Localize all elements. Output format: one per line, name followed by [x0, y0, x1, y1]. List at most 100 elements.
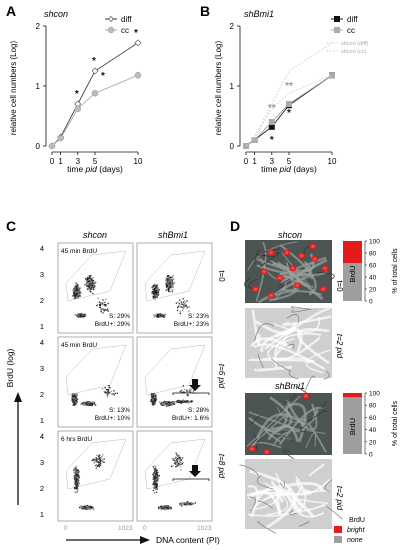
flow-event: [171, 290, 173, 292]
flow-event: [176, 458, 178, 461]
flow-event: [174, 459, 176, 461]
flow-event: [77, 315, 79, 317]
flow-event: [153, 395, 155, 397]
flow-event: [162, 507, 164, 509]
flow-event: [154, 290, 156, 293]
flow-event: [167, 505, 169, 507]
flow-event: [158, 475, 160, 477]
flow-event: [169, 508, 172, 510]
flow-event: [97, 465, 99, 467]
flow-event: [87, 281, 89, 283]
flow-event: [76, 469, 78, 471]
flow-event: [175, 452, 177, 454]
cc-legend-marker: [334, 27, 340, 33]
flow-event: [177, 301, 179, 303]
x-tick-label: 5: [93, 157, 98, 166]
flow-event: [154, 292, 156, 294]
flow-event: [78, 314, 80, 317]
flow-event: [156, 313, 158, 315]
flow-event: [180, 389, 183, 392]
flow-event: [183, 401, 185, 403]
flow-event: [150, 394, 152, 396]
flow-event: [84, 508, 86, 510]
flow-event: [155, 287, 157, 290]
flow-event: [74, 293, 76, 296]
flow-event: [180, 469, 182, 471]
flow-event: [75, 477, 77, 479]
flow-stat-brdu: BrdU+: 1.6%: [172, 415, 209, 422]
flow-event: [180, 400, 182, 403]
flow-event: [155, 474, 157, 476]
flow-event: [93, 403, 95, 405]
cell-edge: [300, 419, 313, 433]
flow-event: [75, 478, 77, 480]
flow-event: [172, 285, 174, 287]
cell-process: [273, 316, 320, 333]
flow-event: [107, 393, 109, 395]
flow-event: [153, 400, 155, 403]
flow-event: [95, 464, 98, 466]
flow-event: [109, 386, 111, 389]
flow-event: [166, 281, 168, 284]
cell-process: [305, 349, 331, 374]
flow-event: [89, 285, 91, 288]
flow-event: [164, 505, 166, 508]
flow-event: [188, 402, 190, 404]
flow-plot-frame: [136, 430, 213, 522]
flow-event: [154, 395, 157, 398]
flow-event: [77, 294, 79, 296]
flow-event: [94, 404, 97, 406]
flow-event: [157, 477, 159, 479]
flow-event: [74, 297, 76, 299]
y-tick-label: 0: [36, 142, 41, 151]
flow-event: [77, 475, 79, 477]
flow-event: [76, 487, 78, 489]
flow-event: [166, 285, 168, 287]
flow-event: [180, 301, 182, 303]
data-point-cc: [134, 71, 142, 79]
flow-event: [78, 313, 80, 315]
flow-event: [90, 274, 92, 277]
flow-gate-outline: [65, 438, 127, 490]
flow-event: [171, 281, 173, 283]
flow-event: [183, 306, 185, 308]
flow-event: [157, 315, 159, 317]
flow-event: [189, 389, 191, 392]
flow-event: [160, 505, 162, 508]
flow-event: [152, 291, 155, 293]
flow-event: [166, 279, 168, 282]
flow-event: [85, 506, 88, 508]
data-point-cc: [48, 142, 56, 150]
flow-event: [80, 403, 82, 405]
flow-event: [76, 488, 79, 491]
flow-event: [77, 480, 79, 483]
flow-event: [170, 402, 172, 405]
flow-event: [191, 400, 193, 402]
flow-event: [185, 501, 187, 504]
cell-edge: [286, 314, 300, 323]
flow-event: [92, 280, 95, 283]
flow-event: [183, 305, 185, 307]
flow-event: [101, 308, 103, 310]
flow-event: [190, 400, 192, 402]
flow-event: [105, 304, 107, 306]
legend-bright-label: bright: [347, 527, 366, 534]
flow-event: [153, 403, 155, 405]
flow-event: [181, 391, 184, 394]
flow-event: [162, 314, 164, 316]
flow-event: [182, 502, 184, 504]
flow-event: [173, 282, 175, 285]
flow-event: [176, 401, 178, 404]
brdu-nucleus: [283, 249, 291, 256]
flow-event: [105, 305, 107, 307]
flow-event: [154, 471, 156, 473]
flow-event: [156, 479, 158, 482]
brdu-nucleus: [248, 445, 256, 452]
cell-process: [247, 485, 259, 518]
y-tick-label: 2: [230, 22, 235, 31]
flow-event: [72, 393, 74, 396]
flow-event: [74, 480, 76, 483]
flow-event: [99, 307, 102, 309]
flow-event: [155, 399, 157, 401]
flow-event: [189, 390, 192, 392]
